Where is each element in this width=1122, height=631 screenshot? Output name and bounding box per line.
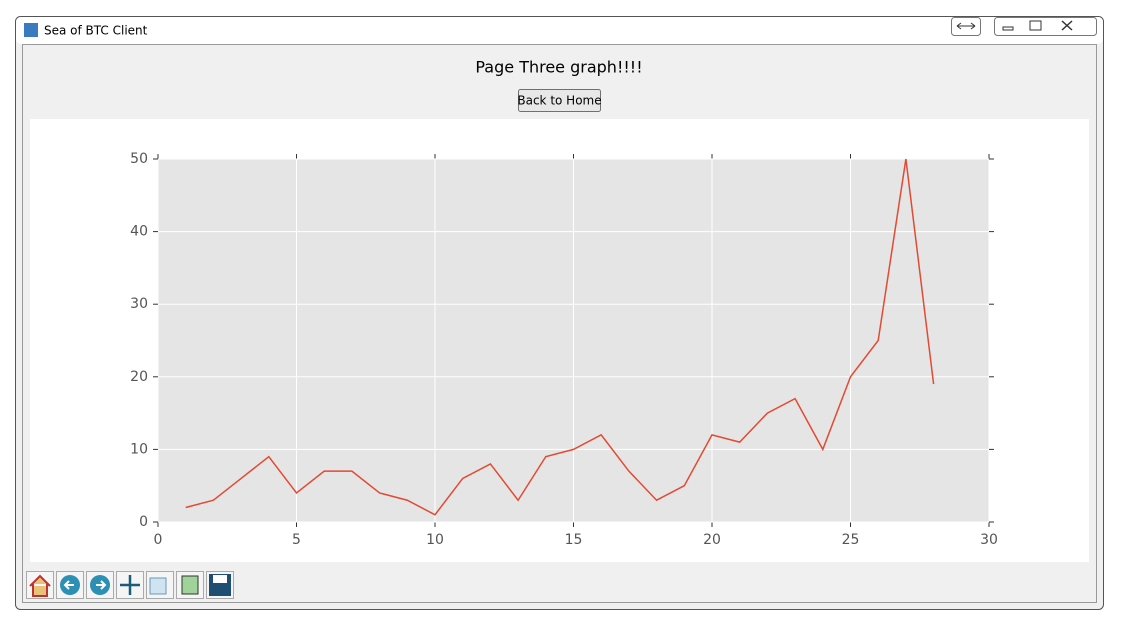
back-button-label[interactable]: Back to Home (517, 94, 601, 108)
y-tick-label: 40 (130, 224, 148, 240)
y-tick-label: 10 (130, 441, 148, 457)
y-tick-label: 30 (130, 296, 148, 312)
chart: 0 5 10 15 20 25 30 0 10 20 30 40 50 (130, 151, 998, 548)
resize-icon (956, 22, 976, 30)
x-tick-label: 30 (980, 532, 998, 548)
maximize-button[interactable] (1029, 20, 1042, 31)
y-tick-label: 50 (130, 151, 148, 167)
pan-icon (120, 575, 140, 595)
subplots-icon (181, 575, 199, 595)
x-tick-label: 25 (842, 532, 860, 548)
window-title: Sea of BTC Client (44, 24, 148, 38)
app-icon (24, 23, 38, 37)
data-line (185, 158, 935, 516)
page-heading: Page Three graph!!!! (475, 58, 642, 77)
x-tick-label: 0 (154, 532, 163, 548)
close-button[interactable] (1061, 20, 1073, 31)
zoom-icon (149, 577, 167, 595)
back-button[interactable] (518, 89, 601, 112)
y-tick-label: 20 (130, 369, 148, 385)
back-arrow (63, 580, 74, 590)
minimize-button[interactable] (1002, 26, 1014, 31)
title-bar (16, 17, 1103, 44)
x-tick-label: 15 (565, 532, 583, 548)
x-tick-label: 20 (703, 532, 721, 548)
y-tick-label: 0 (139, 514, 148, 530)
toolbar (26, 571, 234, 599)
save-icon-label (213, 575, 227, 583)
forward-arrow (96, 580, 107, 590)
x-tick-label: 10 (426, 532, 444, 548)
home-icon (29, 574, 51, 597)
x-tick-label: 5 (292, 532, 301, 548)
